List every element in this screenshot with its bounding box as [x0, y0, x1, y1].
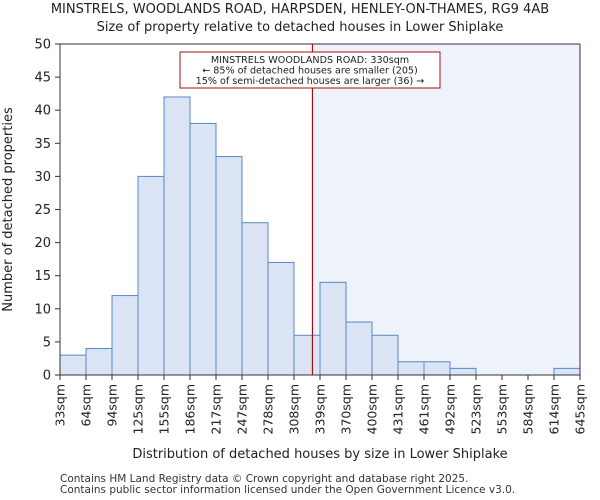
chart-title: MINSTRELS, WOODLANDS ROAD, HARPSDEN, HEN… — [50, 2, 550, 17]
bar — [449, 367, 477, 376]
chart-subtitle: Size of property relative to detached ho… — [96, 20, 504, 35]
y-tick-label: 50 — [34, 38, 51, 53]
x-tick-label: 614sqm — [547, 384, 562, 434]
x-tick-label: 645sqm — [573, 384, 588, 434]
bar — [267, 261, 295, 376]
x-tick-label: 523sqm — [469, 384, 484, 434]
bar — [553, 367, 581, 376]
y-axis-label: Number of detached properties — [1, 107, 16, 312]
bar — [137, 175, 165, 376]
x-tick-label: 400sqm — [365, 384, 380, 434]
x-tick-label: 339sqm — [313, 384, 328, 434]
x-tick-label: 370sqm — [339, 384, 354, 434]
x-tick-label: 155sqm — [157, 384, 172, 434]
bar — [241, 222, 269, 376]
x-tick-label: 217sqm — [209, 384, 224, 434]
y-tick-label: 15 — [34, 269, 51, 284]
x-tick-label: 64sqm — [79, 384, 94, 427]
x-axis-label: Distribution of detached houses by size … — [132, 447, 507, 462]
y-tick-label: 5 — [43, 335, 51, 350]
x-tick-label: 186sqm — [183, 384, 198, 434]
bar — [111, 295, 139, 376]
bar — [371, 334, 399, 376]
y-tick-label: 35 — [34, 137, 51, 152]
footer-line-2: Contains public sector information licen… — [60, 484, 516, 496]
highlight-region — [312, 44, 580, 375]
bar — [345, 321, 373, 376]
y-tick-label: 20 — [34, 236, 51, 251]
x-tick-label: 584sqm — [521, 384, 536, 434]
x-tick-label: 33sqm — [53, 384, 68, 427]
bar — [189, 122, 217, 376]
x-tick-label: 308sqm — [287, 384, 302, 434]
bar — [293, 334, 321, 376]
y-tick-label: 40 — [34, 104, 51, 119]
x-tick-label: 431sqm — [391, 384, 406, 434]
annotation-line: 15% of semi-detached houses are larger (… — [196, 76, 425, 87]
y-tick-label: 25 — [34, 203, 51, 218]
bar — [59, 354, 87, 376]
x-tick-label: 461sqm — [417, 384, 432, 434]
y-tick-label: 45 — [34, 71, 51, 86]
x-tick-label: 125sqm — [131, 384, 146, 434]
x-tick-label: 94sqm — [105, 384, 120, 427]
x-tick-label: 492sqm — [443, 384, 458, 434]
bar — [319, 281, 347, 376]
x-tick-label: 278sqm — [261, 384, 276, 434]
footer-line-1: Contains HM Land Registry data © Crown c… — [60, 473, 469, 485]
bar — [85, 348, 113, 376]
bar — [423, 361, 451, 376]
bar — [215, 156, 243, 376]
y-tick-label: 0 — [43, 369, 51, 384]
y-tick-label: 30 — [34, 170, 51, 185]
annotation-box — [179, 51, 441, 89]
bar — [397, 361, 425, 376]
x-tick-label: 553sqm — [495, 384, 510, 434]
x-tick-label: 247sqm — [235, 384, 250, 434]
bar — [163, 96, 191, 376]
annotation-line: ← 85% of detached houses are smaller (20… — [202, 66, 418, 77]
y-tick-label: 10 — [34, 302, 51, 317]
annotation-line: MINSTRELS WOODLANDS ROAD: 330sqm — [211, 55, 409, 66]
